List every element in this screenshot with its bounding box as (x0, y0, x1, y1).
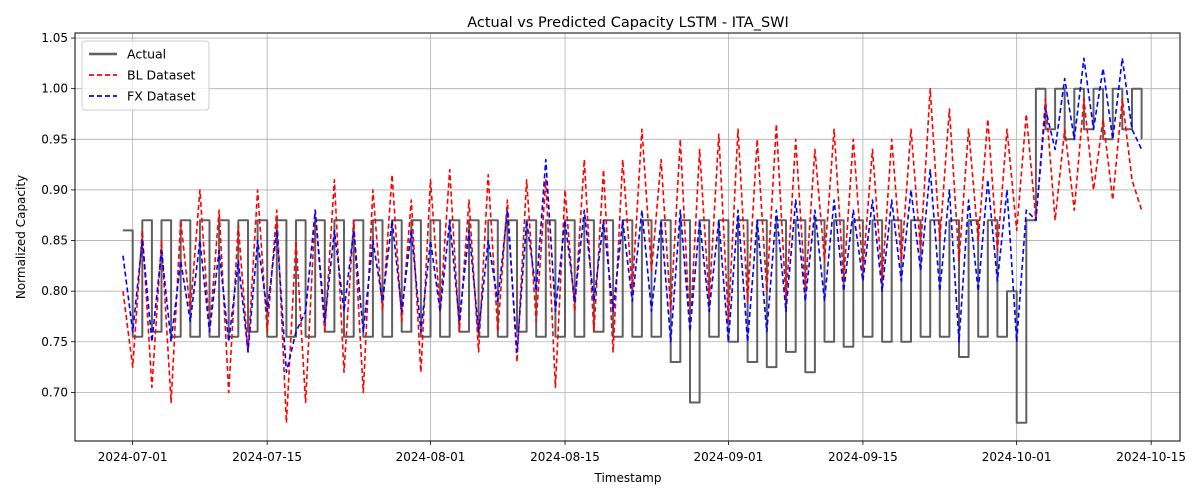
x-tick-label: 2024-08-01 (396, 450, 466, 464)
grid-lines (75, 33, 1180, 441)
series-line-actual (123, 87, 1143, 424)
x-axis: 2024-07-01 2024-07-15 2024-08-01 2024-08-15… (98, 441, 1186, 464)
x-tick-label: 2024-07-01 (98, 450, 168, 464)
x-tick-label: 2024-10-01 (982, 450, 1052, 464)
y-tick-label: 1.05 (41, 31, 68, 45)
x-tick-label: 2024-08-15 (530, 450, 600, 464)
series-lines (122, 57, 1143, 424)
y-axis: 0.70 0.75 0.80 0.85 0.90 0.95 1.00 1.05 (41, 31, 75, 399)
y-tick-label: 0.90 (41, 183, 68, 197)
x-tick-label: 2024-09-15 (828, 450, 898, 464)
y-tick-label: 0.85 (41, 234, 68, 248)
x-tick-label: 2024-07-15 (232, 450, 302, 464)
legend-label: FX Dataset (127, 89, 196, 104)
legend: Actual BL Dataset FX Dataset (81, 40, 210, 111)
series-line-bl-dataset (122, 87, 1143, 424)
legend-box (81, 40, 210, 111)
chart-title: Actual vs Predicted Capacity LSTM - ITA_… (467, 15, 789, 31)
x-tick-label: 2024-10-15 (1116, 450, 1186, 464)
x-tick-label: 2024-09-01 (694, 450, 764, 464)
plot-frame (74, 32, 1181, 442)
y-tick-label: 0.95 (41, 132, 68, 146)
y-axis-title: Normalized Capacity (14, 175, 28, 299)
y-tick-label: 0.70 (41, 385, 68, 399)
legend-label: Actual (127, 47, 166, 62)
y-tick-label: 1.00 (41, 82, 68, 96)
x-axis-title: Timestamp (594, 471, 662, 485)
series-line-fx-dataset (122, 57, 1143, 373)
y-tick-label: 0.75 (41, 335, 68, 349)
legend-label: BL Dataset (127, 68, 196, 83)
y-tick-label: 0.80 (41, 284, 68, 298)
